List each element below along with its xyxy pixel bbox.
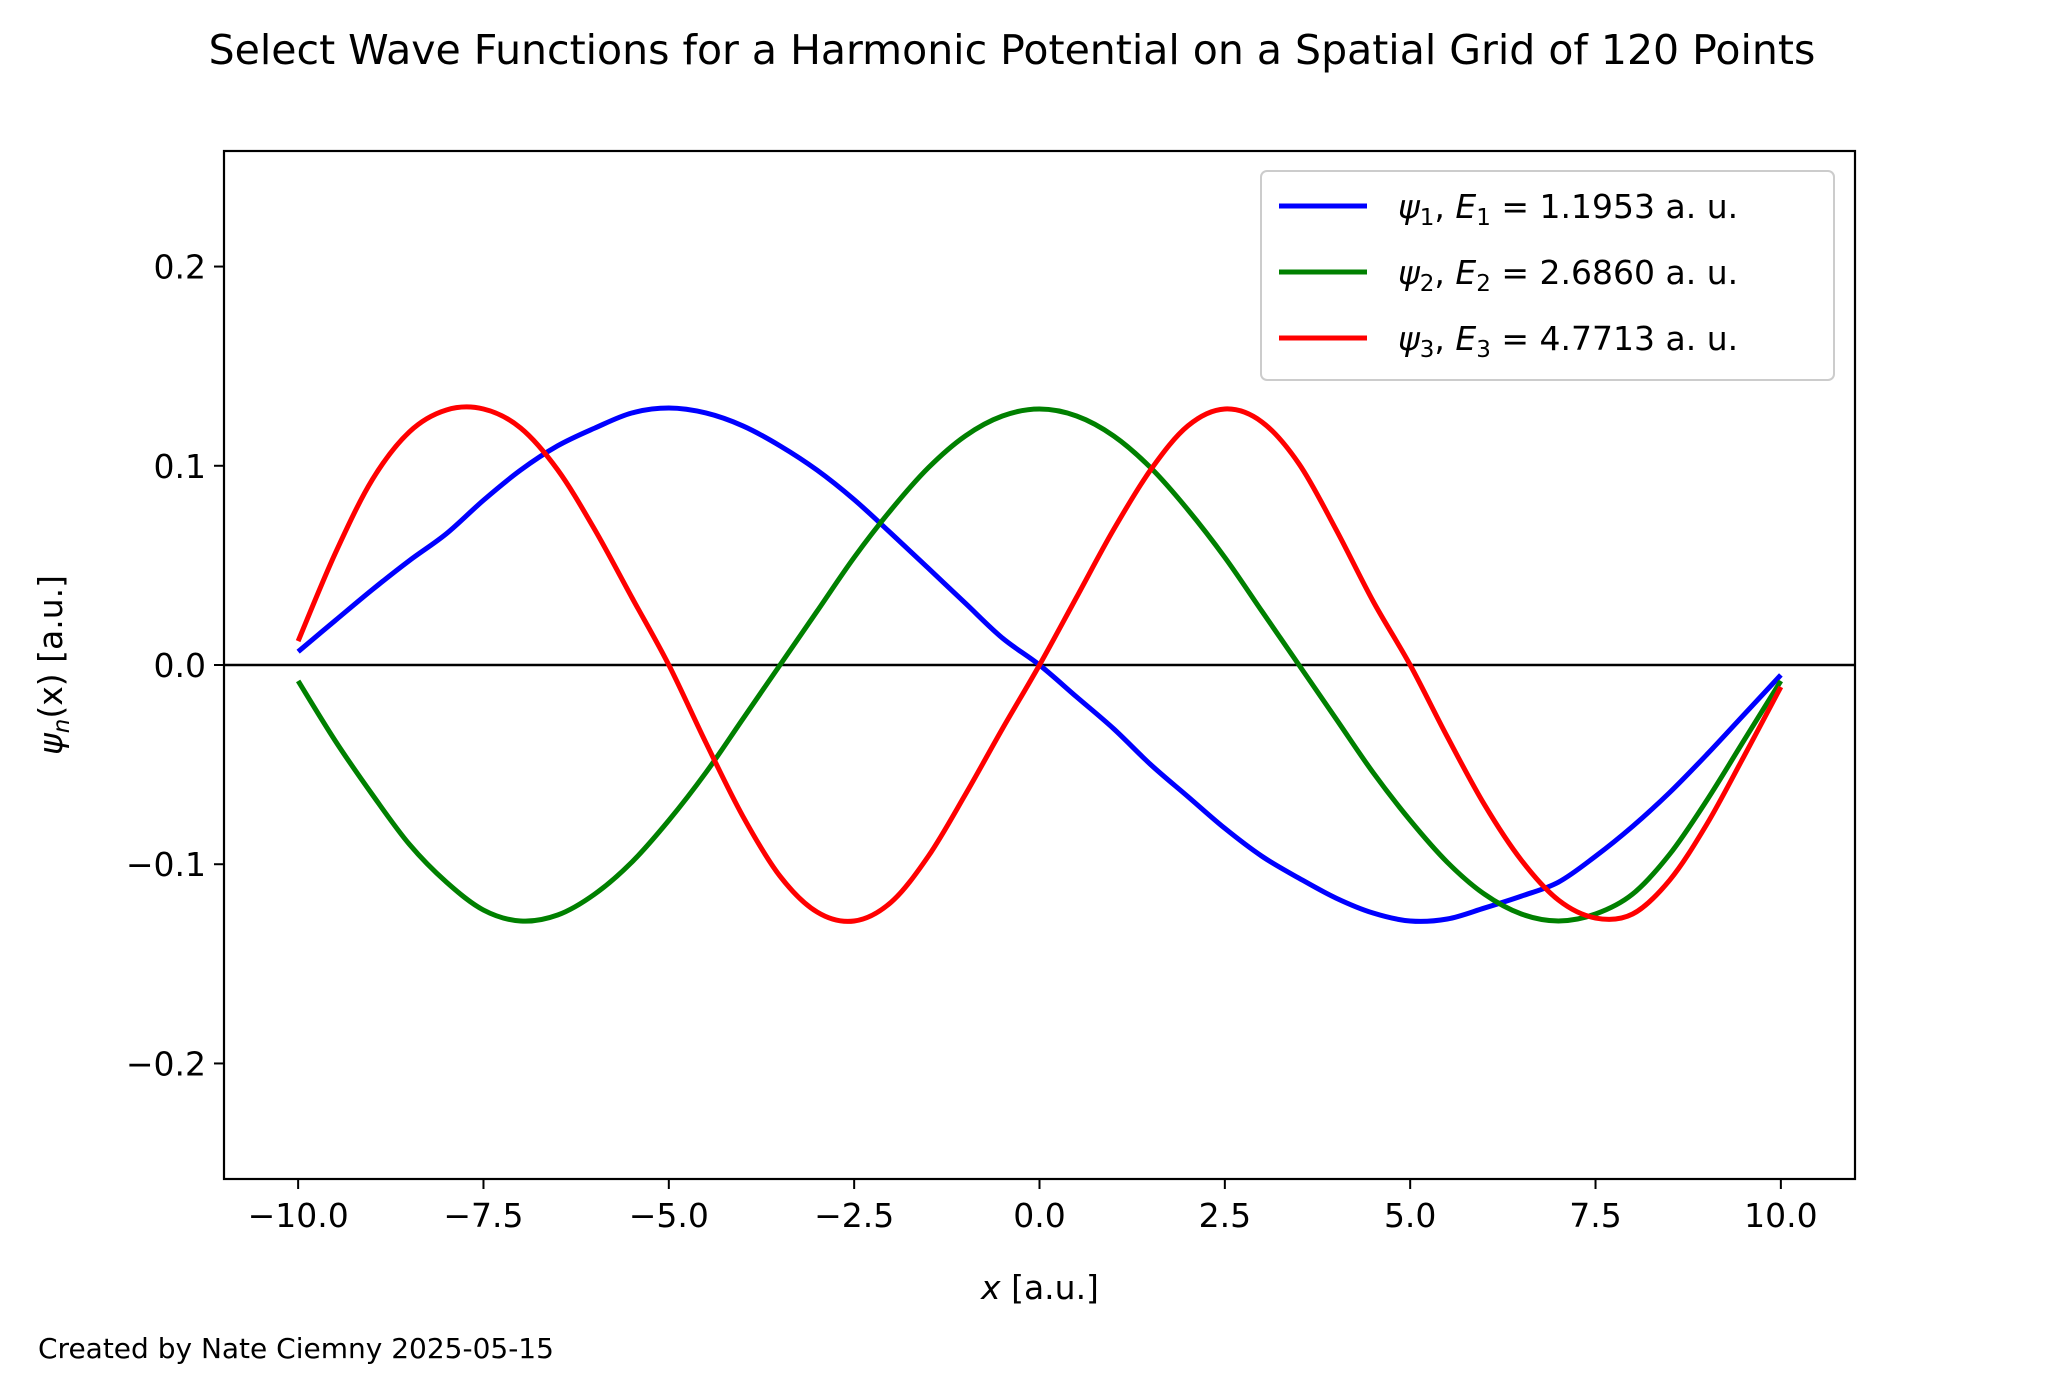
credit-text: Created by Nate Ciemny 2025-05-15 [38,1332,554,1365]
y-axis-label: ψn(x) [a.u.] [31,575,75,755]
y-axis-label-symbol: ψ [31,732,70,755]
series-line-psi2 [296,406,1783,924]
x-axis-label-variable: x [980,1268,1001,1307]
x-tick-label: 0.0 [1013,1196,1065,1235]
x-tick-label: −7.5 [443,1196,523,1235]
chart-title: Select Wave Functions for a Harmonic Pot… [209,26,1816,74]
series-layer [295,404,1784,924]
legend-label-psi2: ψ2, E2 = 2.6860 a. u. [1398,253,1738,297]
x-axis-label: x [a.u.] [980,1268,1099,1307]
x-tick-label: 7.5 [1569,1196,1621,1235]
y-tick-label: −0.1 [126,845,206,884]
x-tick-label: −5.0 [629,1196,709,1235]
y-axis-label-subscript: n [49,719,75,734]
x-tick-label: −2.5 [814,1196,894,1235]
series-line-psi3 [295,404,1784,924]
y-tick-label: 0.0 [154,646,206,685]
x-tick-label: −10.0 [248,1196,349,1235]
legend-label-psi3: ψ3, E3 = 4.7713 a. u. [1398,319,1738,363]
x-axis-label-unit: [a.u.] [1001,1268,1099,1307]
y-axis-label-argument: (x) [31,673,70,718]
y-tick-label: 0.1 [154,447,206,486]
x-tick-label: 5.0 [1384,1196,1436,1235]
legend-entry-psi3: ψ3, E3 = 4.7713 a. u. [1279,319,1738,363]
legend-box [1260,170,1835,381]
y-tick-label: −0.2 [126,1044,206,1083]
x-ticks: −10.0 −7.5 −5.0 −2.5 0.0 2.5 5.0 7.5 10.0 [248,1179,1818,1235]
y-axis-label-unit: [a.u.] [31,575,70,673]
y-ticks: −0.2 −0.1 0.0 0.1 0.2 [126,248,224,1083]
x-tick-label: 2.5 [1199,1196,1251,1235]
y-tick-label: 0.2 [154,248,206,287]
legend-entry-psi2: ψ2, E2 = 2.6860 a. u. [1279,253,1738,297]
legend-entry-psi1: ψ1, E1 = 1.1953 a. u. [1279,187,1738,231]
legend-label-psi1: ψ1, E1 = 1.1953 a. u. [1398,187,1738,231]
x-tick-label: 10.0 [1744,1196,1817,1235]
legend: ψ1, E1 = 1.1953 a. u. ψ2, E2 = 2.6860 a.… [1260,170,1835,381]
